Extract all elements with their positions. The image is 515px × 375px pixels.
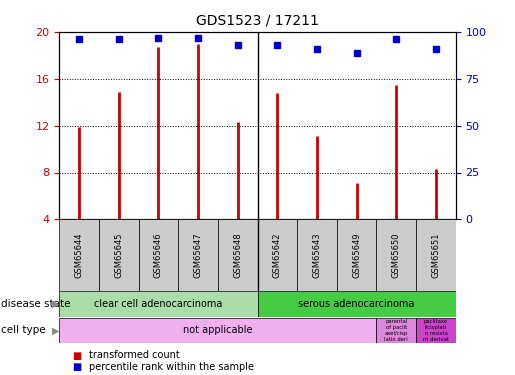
Text: GSM65643: GSM65643 bbox=[313, 232, 321, 278]
Text: ▶: ▶ bbox=[52, 299, 59, 309]
FancyBboxPatch shape bbox=[376, 318, 416, 343]
Text: cell type: cell type bbox=[1, 326, 45, 335]
Text: disease state: disease state bbox=[1, 299, 70, 309]
Text: GSM65644: GSM65644 bbox=[75, 232, 83, 278]
Text: serous adenocarcinoma: serous adenocarcinoma bbox=[299, 299, 415, 309]
Text: GSM65648: GSM65648 bbox=[233, 232, 242, 278]
Text: parental
of paclit
axel/cisp
latin deri: parental of paclit axel/cisp latin deri bbox=[384, 319, 408, 342]
FancyBboxPatch shape bbox=[59, 219, 99, 291]
Text: GSM65646: GSM65646 bbox=[154, 232, 163, 278]
Text: GDS1523 / 17211: GDS1523 / 17211 bbox=[196, 13, 319, 27]
Text: transformed count: transformed count bbox=[89, 351, 179, 360]
Text: clear cell adenocarcinoma: clear cell adenocarcinoma bbox=[94, 299, 222, 309]
Text: GSM65651: GSM65651 bbox=[432, 232, 440, 278]
FancyBboxPatch shape bbox=[59, 318, 376, 343]
FancyBboxPatch shape bbox=[59, 291, 258, 317]
FancyBboxPatch shape bbox=[337, 219, 376, 291]
FancyBboxPatch shape bbox=[258, 219, 297, 291]
Text: not applicable: not applicable bbox=[183, 326, 252, 335]
FancyBboxPatch shape bbox=[218, 219, 258, 291]
Text: ▶: ▶ bbox=[52, 326, 59, 335]
Text: GSM65650: GSM65650 bbox=[392, 232, 401, 278]
Text: percentile rank within the sample: percentile rank within the sample bbox=[89, 362, 253, 372]
FancyBboxPatch shape bbox=[139, 219, 178, 291]
Text: GSM65642: GSM65642 bbox=[273, 232, 282, 278]
Text: ■: ■ bbox=[72, 362, 81, 372]
FancyBboxPatch shape bbox=[99, 219, 139, 291]
Text: ■: ■ bbox=[72, 351, 81, 360]
Text: paclitaxe
l/cisplati
n resista
nt derivat: paclitaxe l/cisplati n resista nt deriva… bbox=[423, 319, 449, 342]
FancyBboxPatch shape bbox=[376, 219, 416, 291]
Text: GSM65649: GSM65649 bbox=[352, 232, 361, 278]
FancyBboxPatch shape bbox=[416, 219, 456, 291]
Text: GSM65647: GSM65647 bbox=[194, 232, 202, 278]
FancyBboxPatch shape bbox=[258, 291, 456, 317]
Text: GSM65645: GSM65645 bbox=[114, 232, 123, 278]
FancyBboxPatch shape bbox=[416, 318, 456, 343]
FancyBboxPatch shape bbox=[178, 219, 218, 291]
FancyBboxPatch shape bbox=[297, 219, 337, 291]
